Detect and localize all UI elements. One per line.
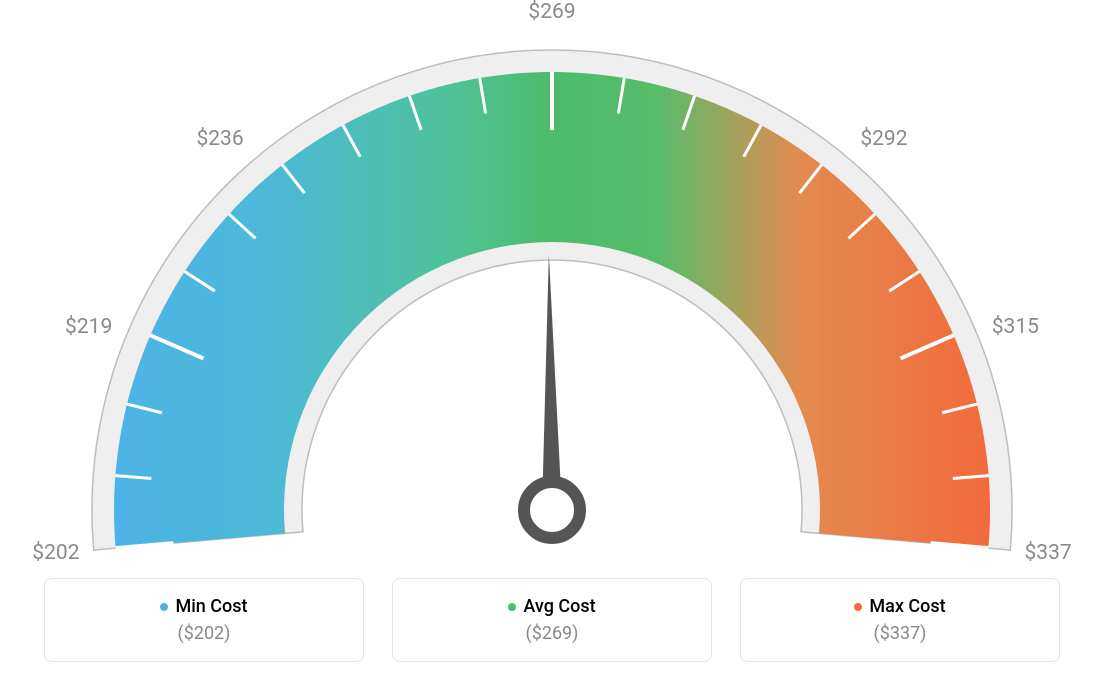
gauge-tick-label: $337 — [1024, 541, 1071, 565]
legend-dot-min — [160, 603, 168, 611]
gauge-tick-label: $292 — [860, 127, 907, 151]
gauge-svg — [0, 0, 1104, 560]
gauge-tick-label: $269 — [528, 0, 575, 24]
legend-max-label: Max Cost — [869, 596, 945, 617]
legend-max-label-row: Max Cost — [854, 596, 945, 617]
legend-row: Min Cost ($202) Avg Cost ($269) Max Cost… — [0, 578, 1104, 662]
gauge-chart-container: $202 $219 $236 $269 $292 $315 $337 Min Cost ($… — [0, 0, 1104, 690]
legend-card-max: Max Cost ($337) — [740, 578, 1060, 662]
gauge-tick-label: $202 — [32, 541, 79, 565]
gauge-tick-label: $219 — [65, 315, 112, 339]
legend-min-label-row: Min Cost — [160, 596, 247, 617]
legend-max-value: ($337) — [874, 623, 927, 644]
gauge-area: $202$219$236$269$292$315$337 — [0, 0, 1104, 560]
legend-avg-label: Avg Cost — [523, 596, 595, 617]
legend-avg-label-row: Avg Cost — [508, 596, 595, 617]
legend-avg-value: ($269) — [526, 623, 579, 644]
gauge-tick-label: $236 — [196, 127, 243, 151]
gauge-tick-label: $315 — [992, 315, 1039, 339]
legend-dot-max — [854, 603, 862, 611]
legend-min-label: Min Cost — [175, 596, 247, 617]
legend-dot-avg — [508, 603, 516, 611]
legend-card-avg: Avg Cost ($269) — [392, 578, 712, 662]
legend-card-min: Min Cost ($202) — [44, 578, 364, 662]
legend-min-value: ($202) — [178, 623, 231, 644]
